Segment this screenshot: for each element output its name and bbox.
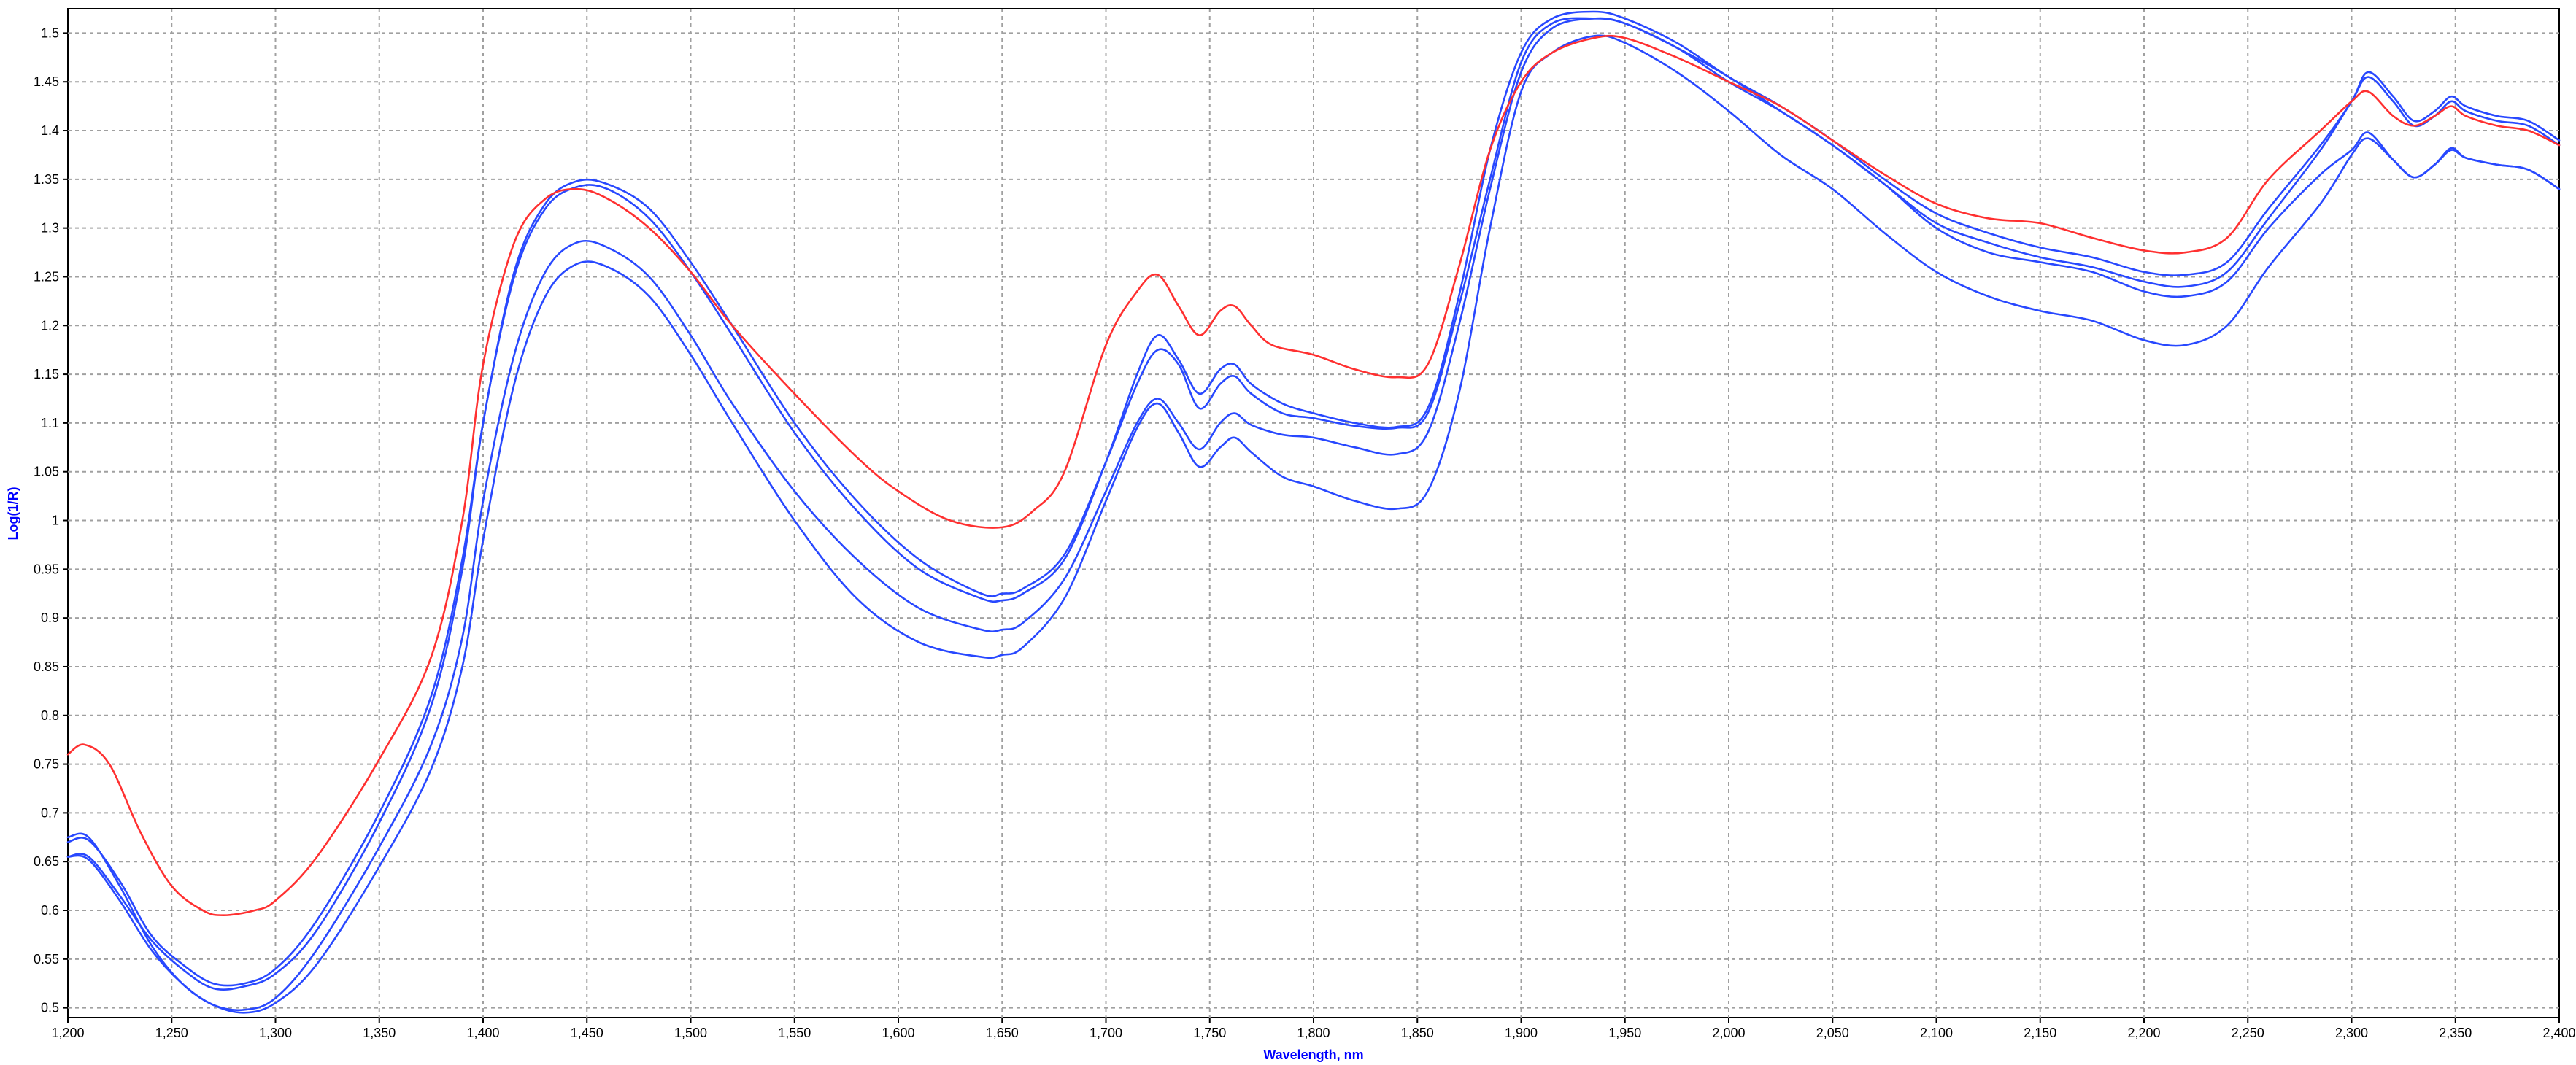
y-tick-label: 0.55 [34, 952, 59, 967]
x-tick-label: 1,800 [1297, 1026, 1330, 1040]
y-tick-label: 1.45 [34, 74, 59, 89]
x-tick-label: 2,200 [2127, 1026, 2160, 1040]
x-tick-label: 1,700 [1090, 1026, 1122, 1040]
x-tick-label: 2,000 [1712, 1026, 1745, 1040]
x-tick-label: 2,100 [1920, 1026, 1953, 1040]
x-tick-label: 1,500 [674, 1026, 707, 1040]
y-tick-label: 1.3 [41, 221, 59, 236]
y-tick-label: 1.05 [34, 465, 59, 479]
spectrum-series-line-3 [66, 10, 2561, 991]
x-tick-label: 1,250 [155, 1026, 188, 1040]
x-tick-label: 1,600 [882, 1026, 914, 1040]
x-tick-label: 1,900 [1505, 1026, 1538, 1040]
y-tick-label: 1.4 [41, 123, 59, 138]
x-tick-label: 1,350 [363, 1026, 396, 1040]
x-tick-label: 2,350 [2439, 1026, 2472, 1040]
x-axis-title: Wavelength, nm [1263, 1047, 1363, 1062]
x-tick-label: 1,650 [986, 1026, 1019, 1040]
x-tick-label: 1,750 [1193, 1026, 1226, 1040]
y-tick-label: 1.35 [34, 172, 59, 187]
y-tick-label: 0.65 [34, 854, 59, 869]
x-tick-label: 2,050 [1816, 1026, 1849, 1040]
y-tick-label: 1.2 [41, 318, 59, 333]
x-axis-ticks: 1,200 1,250 1,300 1,350 1,400 1,450 1,500 1,550… [51, 1018, 2576, 1040]
y-tick-label: 1 [52, 514, 59, 528]
x-tick-label: 1,400 [466, 1026, 499, 1040]
spectrum-series-line-1 [66, 34, 2561, 916]
x-tick-label: 2,400 [2542, 1026, 2575, 1040]
y-tick-label: 0.6 [41, 903, 59, 918]
y-tick-label: 0.85 [34, 659, 59, 674]
y-tick-label: 0.5 [41, 1001, 59, 1015]
x-tick-label: 1,450 [571, 1026, 603, 1040]
spectrum-series-line-2 [66, 17, 2561, 987]
x-tick-label: 1,850 [1401, 1026, 1434, 1040]
y-tick-label: 1.5 [41, 26, 59, 40]
spectrum-series-line-4 [66, 17, 2561, 1012]
y-tick-label: 1.25 [34, 269, 59, 284]
grid-lines [68, 9, 2559, 1018]
x-tick-label: 1,200 [51, 1026, 84, 1040]
y-tick-label: 0.8 [41, 708, 59, 723]
x-tick-label: 2,300 [2335, 1026, 2368, 1040]
x-tick-label: 2,250 [2232, 1026, 2264, 1040]
y-tick-label: 0.95 [34, 562, 59, 576]
y-tick-label: 0.7 [41, 805, 59, 820]
y-tick-label: 0.75 [34, 757, 59, 772]
x-tick-label: 1,950 [1608, 1026, 1641, 1040]
x-tick-label: 1,300 [259, 1026, 292, 1040]
y-axis-ticks: 0.5 0.55 0.6 0.65 0.7 0.75 0.8 0.85 0.9 0.95 1 1.05… [34, 26, 68, 1015]
y-tick-label: 1.15 [34, 367, 59, 382]
spectrum-series-line-5 [66, 34, 2561, 1014]
y-tick-label: 0.9 [41, 611, 59, 625]
x-tick-label: 1,550 [778, 1026, 811, 1040]
y-tick-label: 1.1 [41, 416, 59, 430]
y-axis-title: Log(1/R) [6, 487, 20, 541]
x-tick-label: 2,150 [2024, 1026, 2056, 1040]
series-group [66, 10, 2561, 1014]
